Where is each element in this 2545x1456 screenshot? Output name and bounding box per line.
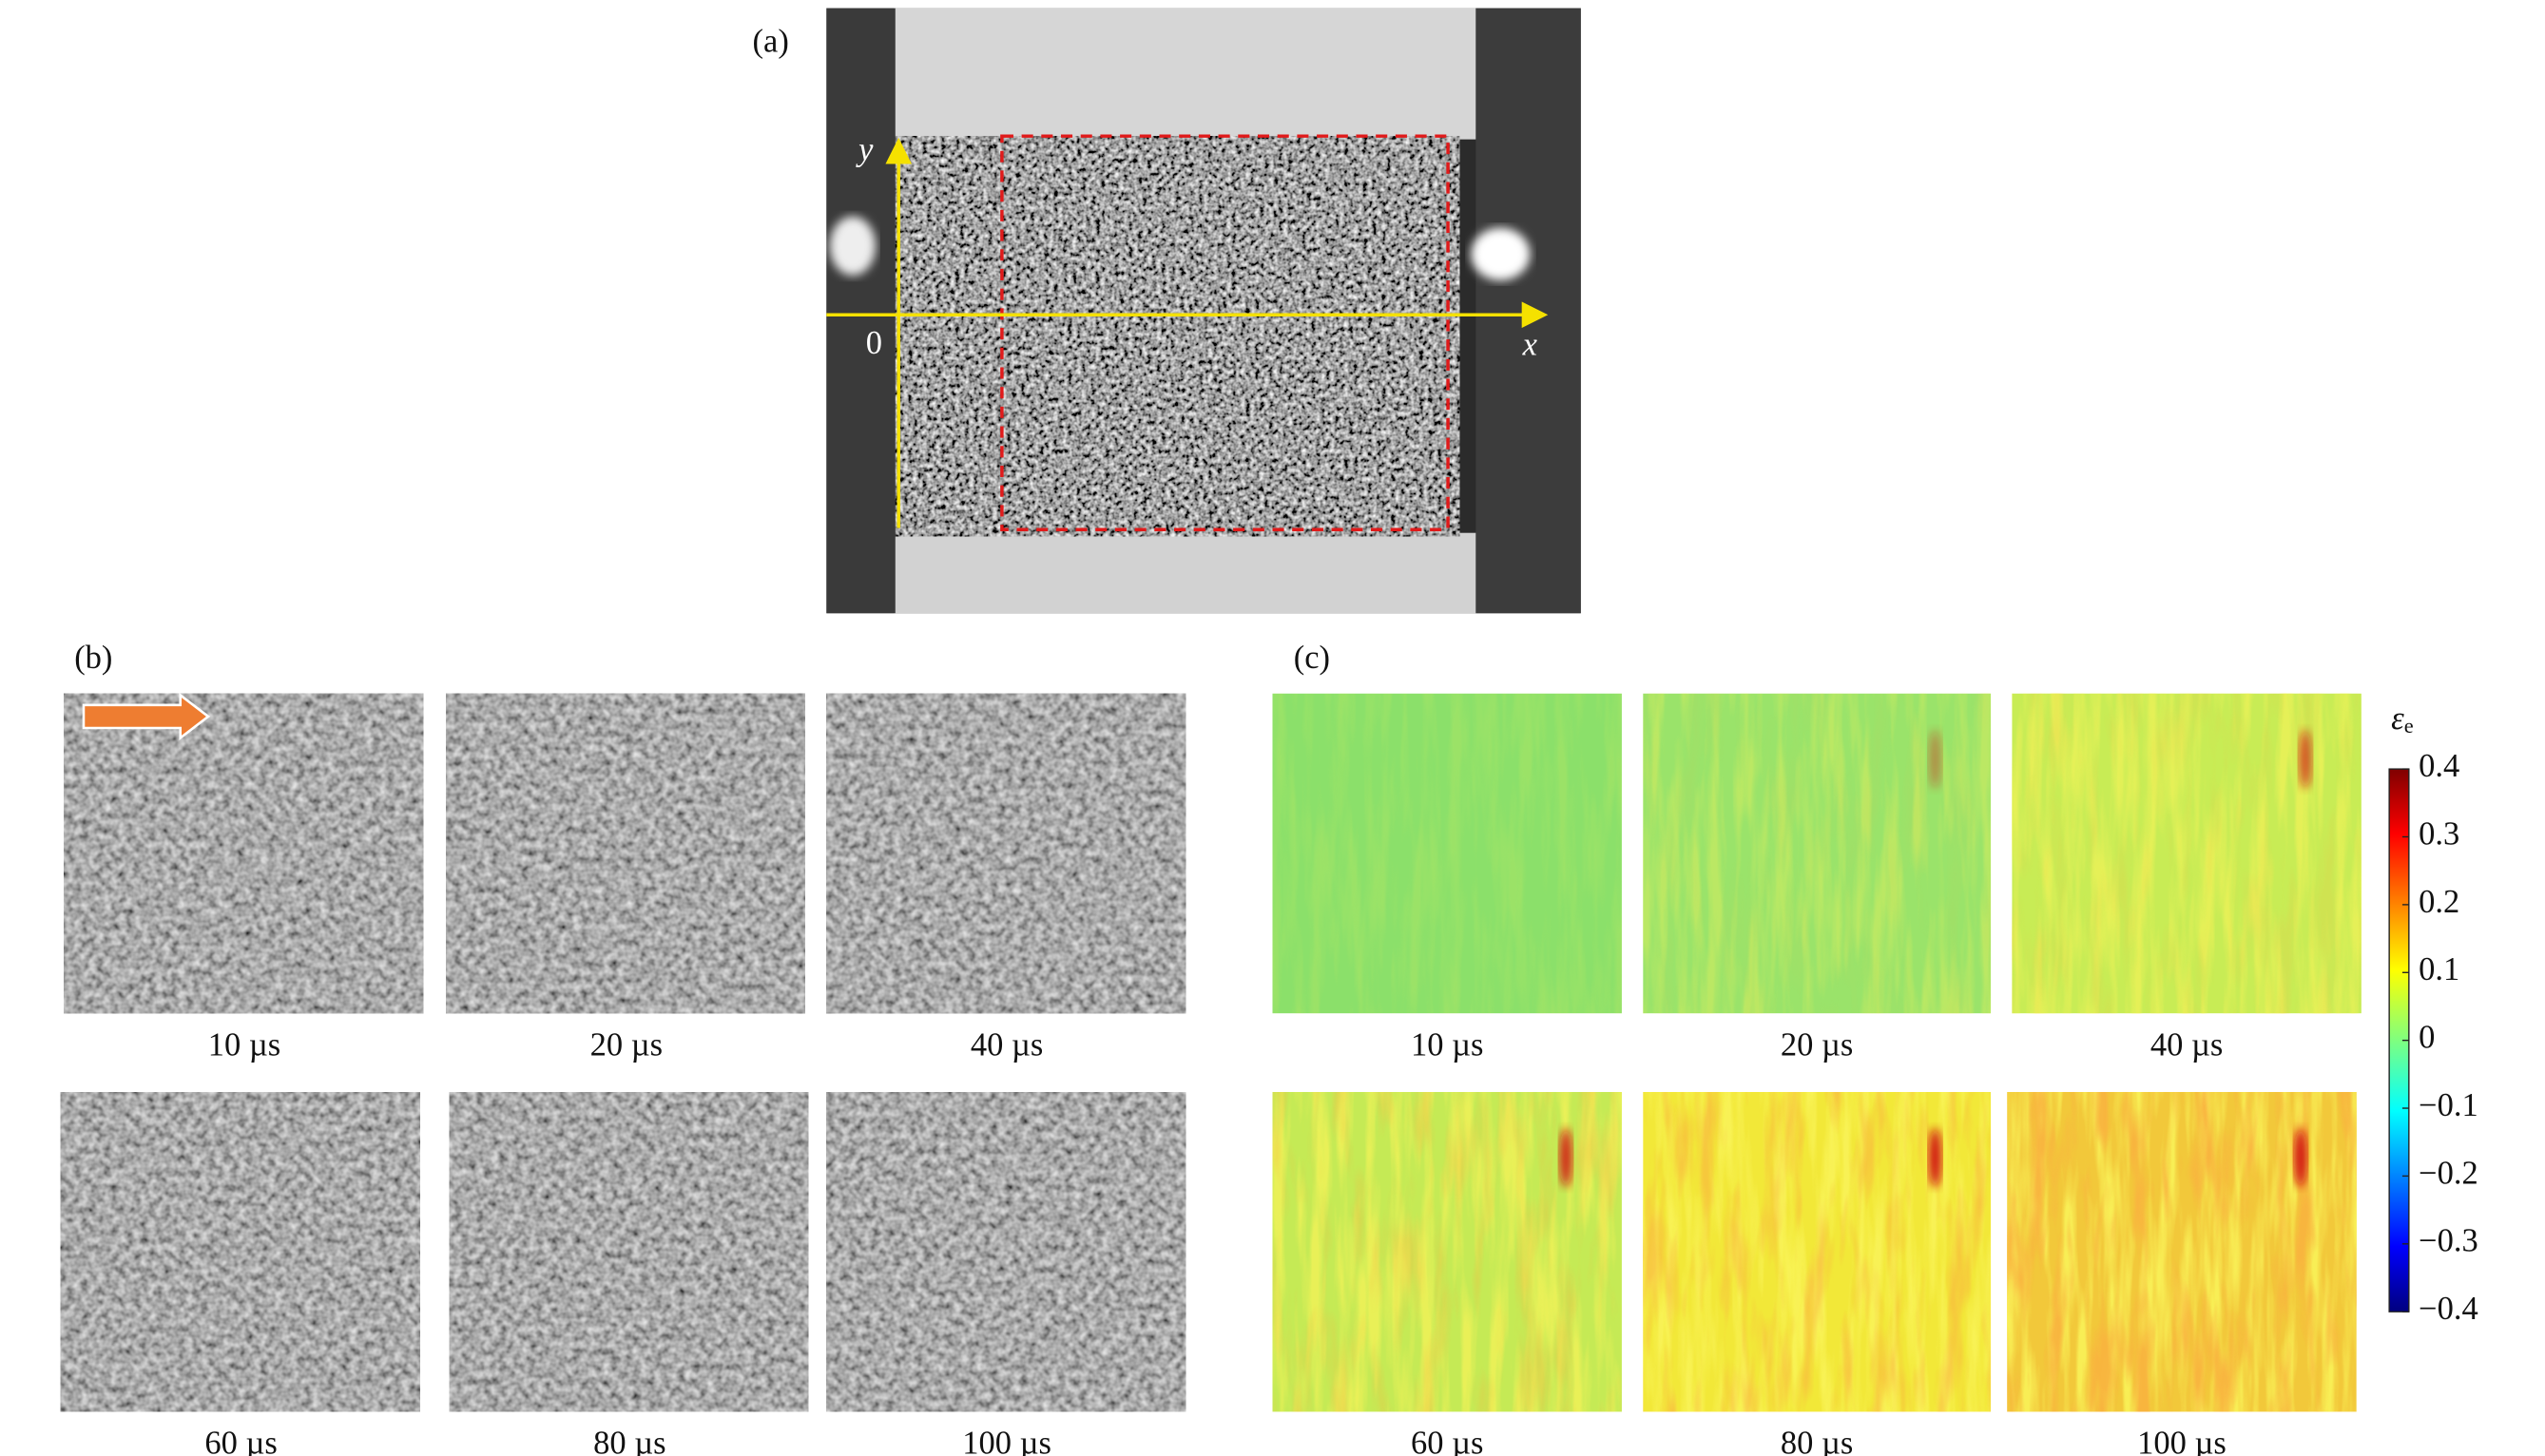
panel-label: (c) xyxy=(1294,640,1330,676)
strain-maps: 10 µs 20 µs 40 µs 60 µs 80 µs 100 µs xyxy=(1272,693,2362,1456)
strain-hotspot xyxy=(1928,729,1942,789)
colorbar-subscript: e xyxy=(2404,714,2414,738)
colorbar-tick-label: 0.2 xyxy=(2419,884,2459,920)
speckle-image xyxy=(826,1092,1186,1412)
colorbar-tick-label: −0.1 xyxy=(2419,1087,2478,1123)
speckle-frames: 10 µs 20 µs 40 µs 60 µs 80 µs 100 µs xyxy=(60,693,1186,1456)
frame-time: 10 µs xyxy=(208,1026,280,1063)
panel-label: (b) xyxy=(74,640,112,676)
colorbar-tick-label: −0.4 xyxy=(2419,1291,2478,1327)
x-axis-label: x xyxy=(1522,327,1538,363)
frame-time: 40 µs xyxy=(971,1026,1043,1063)
colorbar-label: εe xyxy=(2391,700,2414,738)
frame-time: 20 µs xyxy=(1781,1026,1853,1063)
frame-time: 40 µs xyxy=(2150,1026,2223,1063)
strain-hotspot xyxy=(1559,1127,1573,1188)
frame-time: 100 µs xyxy=(2137,1426,2227,1456)
strain-texture xyxy=(1272,693,1622,1014)
strain-hotspot xyxy=(2293,1127,2307,1188)
specimen-photo xyxy=(826,8,1581,614)
speckle-image xyxy=(60,1092,420,1412)
panel-label: (a) xyxy=(753,24,789,60)
colorbar-tick-label: 0.4 xyxy=(2419,748,2459,784)
colorbar-tick-label: −0.2 xyxy=(2419,1155,2478,1191)
strain-hotspot xyxy=(1928,1127,1942,1188)
frame-time: 80 µs xyxy=(593,1426,665,1456)
origin-label: 0 xyxy=(866,325,882,361)
speckle-image xyxy=(449,1092,809,1412)
loading-arrow xyxy=(82,692,211,740)
frame-time: 60 µs xyxy=(1411,1426,1483,1456)
frame-time: 80 µs xyxy=(1781,1426,1853,1456)
colorbar-tick-label: 0.1 xyxy=(2419,951,2459,987)
frame-time: 10 µs xyxy=(1411,1026,1483,1063)
speckle-image xyxy=(446,693,805,1014)
strain-hotspot xyxy=(2299,729,2312,789)
frame-time: 60 µs xyxy=(204,1426,277,1456)
speckle-image xyxy=(64,693,424,1014)
speckle-image xyxy=(826,693,1186,1014)
colorbar-symbol: ε xyxy=(2391,700,2404,737)
y-axis-label: y xyxy=(856,131,874,167)
colorbar-tick-label: 0.3 xyxy=(2419,815,2459,852)
colorbar-tick-label: −0.3 xyxy=(2419,1223,2478,1259)
frame-time: 100 µs xyxy=(962,1426,1051,1456)
colorbar: 0.4 0.3 0.2 0.1 0 −0.1 −0.2 −0.3 −0.4 xyxy=(2388,748,2478,1327)
frame-time: 20 µs xyxy=(590,1026,663,1063)
colorbar-tick-label: 0 xyxy=(2419,1020,2435,1056)
